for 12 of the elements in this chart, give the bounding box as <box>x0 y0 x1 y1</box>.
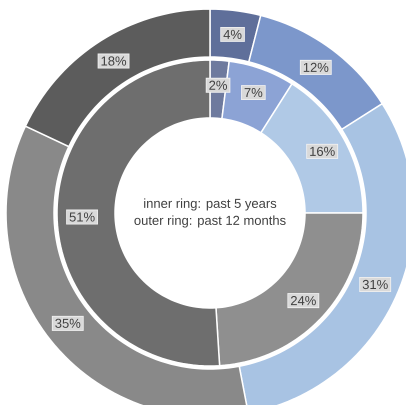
data-label: 4% <box>223 30 242 39</box>
data-label: 31% <box>362 280 388 290</box>
data-label: 35% <box>55 318 80 328</box>
data-label: 18% <box>102 56 126 66</box>
text: inner ring: past 5 years <box>144 198 276 211</box>
data-label: 12% <box>304 62 328 72</box>
data-label: 16% <box>310 146 335 156</box>
text: outer ring: past 12 months <box>134 215 286 228</box>
data-label: 24% <box>290 296 316 306</box>
data-label: 51% <box>70 212 95 222</box>
data-label: 7% <box>244 88 262 98</box>
data-label: 2% <box>209 80 227 90</box>
